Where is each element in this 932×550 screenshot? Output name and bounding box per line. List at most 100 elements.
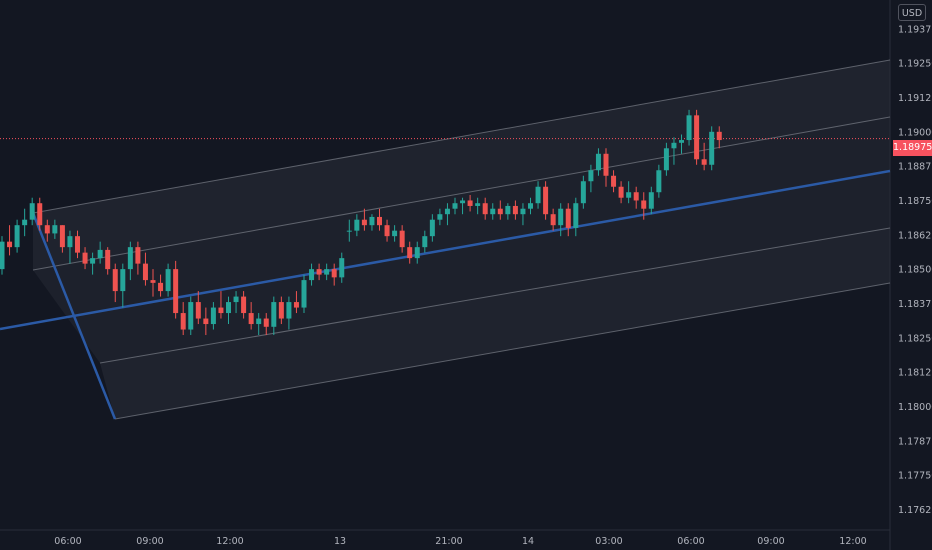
time-tick-label: 12:00: [839, 536, 866, 547]
candle-body: [648, 192, 654, 209]
currency-badge[interactable]: USD: [898, 4, 926, 21]
candle-body: [218, 307, 224, 314]
candle-body: [475, 203, 481, 206]
candle-body: [565, 208, 571, 228]
candle-body: [384, 225, 390, 237]
candle-body: [528, 203, 533, 209]
candle-body: [82, 252, 88, 264]
candle-body: [52, 225, 58, 234]
candle-body: [633, 192, 639, 201]
candle-body: [309, 269, 315, 281]
candle-body: [339, 258, 345, 278]
candle-body: [437, 214, 443, 220]
candle-body: [611, 175, 617, 187]
candle-body: [67, 236, 73, 248]
candle-body: [663, 148, 669, 171]
candle-body: [293, 302, 299, 308]
candle-body: [75, 236, 80, 253]
time-tick-label: 13: [334, 536, 346, 547]
candle-body: [278, 302, 284, 319]
candle-body: [573, 203, 579, 228]
candle-body: [150, 280, 156, 283]
candle-body: [595, 153, 601, 171]
last-price-tag: 1.18975: [893, 140, 932, 156]
candle-body: [671, 142, 677, 149]
pitchfork-upper-line: [32, 59, 891, 214]
candle-body: [233, 296, 239, 303]
price-tick-label: 1.19250: [898, 59, 932, 70]
candle-body: [180, 313, 186, 330]
candle-body: [543, 186, 549, 215]
price-tick-label: 1.18500: [898, 265, 932, 276]
candle-body: [361, 219, 367, 226]
candle-body: [377, 216, 382, 226]
candle-body: [656, 170, 662, 193]
candle-body: [716, 131, 722, 141]
candle-body: [286, 302, 292, 319]
time-tick-label: 12:00: [216, 536, 243, 547]
candle-body: [271, 302, 277, 327]
candle-body: [550, 214, 556, 226]
candle-body: [165, 269, 171, 292]
candle-body: [497, 208, 503, 215]
candle-body: [414, 247, 420, 259]
candle-body: [392, 230, 398, 237]
candle-body: [694, 115, 700, 160]
candle-body: [256, 318, 262, 325]
candle-body: [588, 170, 594, 182]
pitchfork-lower-line: [114, 282, 891, 420]
candle-body: [22, 219, 28, 226]
candle-body: [158, 282, 164, 292]
candle-body: [603, 153, 609, 176]
candle-body: [558, 208, 564, 226]
candle-body: [407, 247, 413, 259]
candle-body: [422, 236, 428, 248]
candle-body: [173, 269, 179, 314]
candle-body: [263, 318, 269, 327]
candle-body: [14, 225, 20, 248]
candle-body: [709, 131, 715, 165]
time-tick-label: 06:00: [54, 536, 81, 547]
pitchfork-median-line: [0, 169, 891, 331]
price-tick-label: 1.17750: [898, 471, 932, 482]
candle-body: [195, 302, 201, 319]
candle-body: [520, 208, 526, 215]
candle-body: [316, 269, 322, 275]
candle-body: [482, 203, 488, 215]
price-tick-label: 1.17875: [898, 436, 932, 447]
candle-body: [641, 200, 647, 209]
candle-body: [135, 247, 141, 264]
candle-body: [505, 205, 511, 215]
candle-body: [44, 225, 50, 234]
pitchfork-band-middle: [33, 117, 890, 363]
candle-body: [399, 230, 405, 248]
candle-body: [331, 269, 337, 278]
candle-body: [429, 219, 435, 237]
pitchfork-band-upper: [33, 60, 890, 270]
price-tick-label: 1.18000: [898, 402, 932, 413]
candle-body: [580, 181, 586, 204]
time-tick-label: 14: [522, 536, 534, 547]
candle-body: [452, 203, 458, 209]
price-tick-label: 1.18125: [898, 368, 932, 379]
price-tick-label: 1.18750: [898, 196, 932, 207]
time-tick-label: 21:00: [435, 536, 462, 547]
candle-body: [97, 249, 103, 259]
pitchfork-lower-inner-line: [99, 227, 891, 364]
price-tick-label: 1.19375: [898, 24, 932, 35]
candle-body: [535, 186, 541, 204]
candle-body: [105, 249, 111, 270]
candle-body: [490, 208, 496, 215]
candle-body: [460, 200, 466, 204]
candle-body: [248, 313, 254, 325]
candle-body: [324, 269, 330, 275]
candle-body: [701, 159, 707, 165]
price-tick-label: 1.18250: [898, 333, 932, 344]
time-tick-label: 09:00: [757, 536, 784, 547]
price-tick-label: 1.17625: [898, 505, 932, 516]
time-tick-label: 06:00: [677, 536, 704, 547]
candle-body: [301, 280, 307, 308]
candle-body: [112, 269, 118, 292]
